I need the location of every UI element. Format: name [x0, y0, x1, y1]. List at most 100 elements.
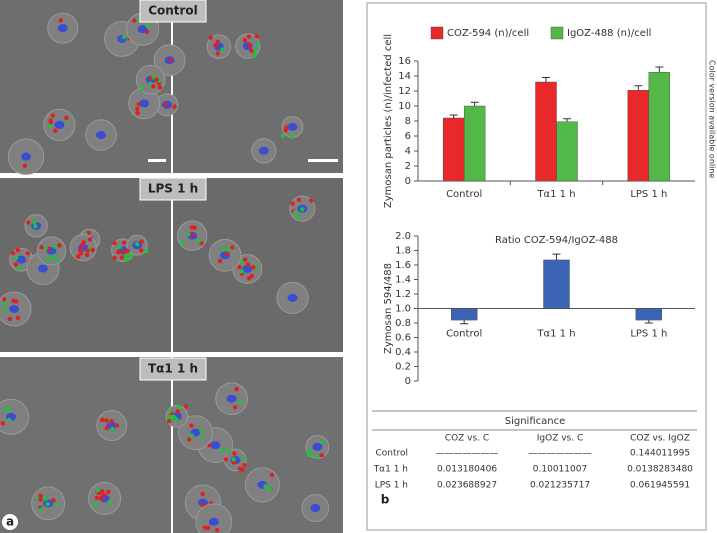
particle [163, 102, 168, 108]
particle [38, 507, 44, 512]
nucleus [54, 120, 65, 129]
column-header: IgOZ vs. C [537, 434, 584, 444]
particle [53, 128, 58, 133]
particle [267, 487, 273, 492]
y-tick-label: 1.8 [395, 246, 411, 257]
particle [45, 501, 50, 507]
y-tick-label: 0 [405, 376, 411, 387]
error-bar [449, 114, 458, 118]
error-bar [470, 101, 479, 106]
x-tick-label: Tα1 1 h [536, 189, 575, 200]
table-cell: 0.061945591 [630, 481, 690, 491]
particle [237, 264, 242, 270]
nucleus [96, 131, 107, 140]
particle [219, 448, 224, 453]
particle [189, 433, 194, 438]
panel-label: LPS 1 h [148, 182, 198, 196]
particle [309, 198, 314, 203]
particle [176, 404, 182, 410]
legend-swatch [550, 26, 564, 40]
particle [238, 399, 243, 404]
particle [151, 84, 156, 89]
particle [314, 454, 320, 459]
legend-label: IgOZ-488 (n)/cell [567, 28, 651, 39]
bar [648, 72, 671, 182]
particle [85, 248, 90, 253]
particle [114, 423, 120, 428]
particle [180, 240, 185, 245]
side-note: Color version available online [708, 60, 717, 178]
row-label: Control [375, 449, 408, 459]
nucleus [21, 152, 32, 161]
panel-letter: a [6, 515, 14, 529]
particle [192, 225, 197, 230]
particle [166, 418, 172, 424]
nucleus [57, 24, 68, 33]
nucleus [208, 517, 219, 526]
particle [172, 104, 177, 109]
particle [104, 425, 110, 431]
particle [215, 39, 220, 45]
particle [139, 248, 144, 253]
label-box [139, 177, 207, 201]
particle [306, 452, 311, 457]
particle [242, 38, 248, 43]
particle [10, 250, 16, 256]
particle [100, 417, 105, 423]
table-cell: ——————— [436, 449, 499, 459]
particle [139, 239, 144, 244]
error-bar [460, 320, 469, 325]
table-cell: 0.021235717 [530, 481, 590, 491]
nucleus [38, 264, 49, 273]
bar [556, 121, 578, 182]
particle [319, 453, 325, 458]
microscopy-panels [0, 0, 343, 533]
particle [121, 250, 126, 255]
particle [189, 232, 195, 238]
particle [64, 115, 69, 120]
particle [95, 488, 100, 493]
x-tick-label: Control [446, 329, 482, 340]
x-tick-label: LPS 1 h [630, 329, 667, 340]
y-axis-label: Zymosan particles (n)/infected cell [383, 34, 394, 208]
particle [47, 123, 53, 128]
y-tick-label: 0.6 [395, 333, 411, 344]
nucleus [287, 122, 298, 131]
particle [241, 455, 247, 461]
particle [186, 232, 191, 237]
particle [139, 86, 145, 92]
particle [168, 57, 173, 63]
particle [208, 35, 213, 40]
particle [226, 247, 232, 252]
particle [135, 106, 140, 112]
particle [13, 262, 19, 267]
particle [300, 207, 305, 212]
nucleus [242, 264, 253, 273]
particle [33, 223, 38, 229]
particle [48, 119, 53, 125]
column-header: COZ vs. C [445, 434, 489, 444]
nucleus [16, 255, 27, 264]
particle [32, 219, 37, 225]
y-tick-label: 10 [398, 101, 411, 112]
y-tick-label: 1.2 [395, 289, 411, 300]
column-header: COZ vs. IgOZ [630, 434, 690, 444]
particle [289, 134, 294, 139]
particle [38, 497, 43, 502]
particle [7, 316, 13, 322]
particle [171, 414, 176, 419]
label-box [139, 0, 207, 23]
y-tick-label: 2 [405, 161, 411, 172]
label-box [139, 357, 207, 381]
y-tick-label: 6 [405, 131, 411, 142]
particle [221, 247, 226, 253]
error-bar [552, 253, 561, 260]
particle [15, 248, 21, 253]
particle [223, 457, 229, 462]
particle [269, 472, 275, 478]
particle [214, 527, 220, 533]
particle [198, 435, 204, 440]
particle [112, 240, 117, 246]
particle [215, 51, 220, 56]
letter-circle [2, 514, 18, 530]
